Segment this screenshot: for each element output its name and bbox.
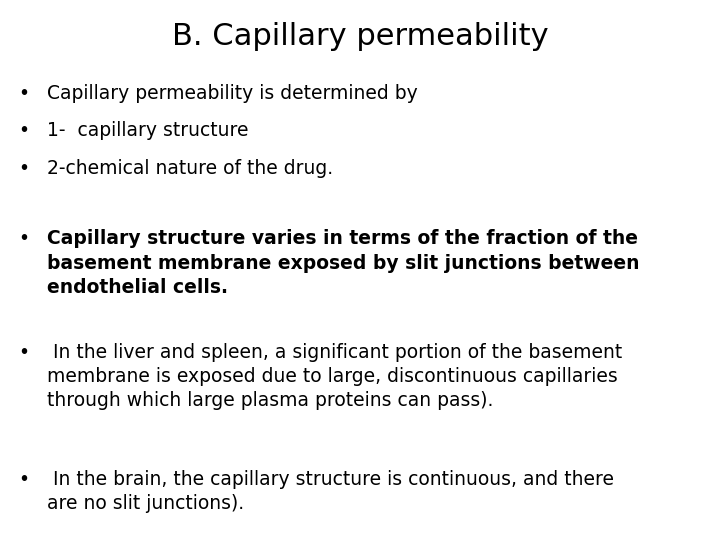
Text: 2-chemical nature of the drug.: 2-chemical nature of the drug.: [47, 159, 333, 178]
Text: Capillary structure varies in terms of the fraction of the
basement membrane exp: Capillary structure varies in terms of t…: [47, 230, 639, 297]
Text: •: •: [18, 84, 29, 103]
Text: •: •: [18, 159, 29, 178]
Text: B. Capillary permeability: B. Capillary permeability: [171, 22, 549, 51]
Text: •: •: [18, 122, 29, 140]
Text: •: •: [18, 343, 29, 362]
Text: Capillary permeability is determined by: Capillary permeability is determined by: [47, 84, 418, 103]
Text: 1-  capillary structure: 1- capillary structure: [47, 122, 248, 140]
Text: •: •: [18, 470, 29, 489]
Text: In the liver and spleen, a significant portion of the basement
membrane is expos: In the liver and spleen, a significant p…: [47, 343, 622, 410]
Text: In the brain, the capillary structure is continuous, and there
are no slit junct: In the brain, the capillary structure is…: [47, 470, 613, 513]
Text: •: •: [18, 230, 29, 248]
